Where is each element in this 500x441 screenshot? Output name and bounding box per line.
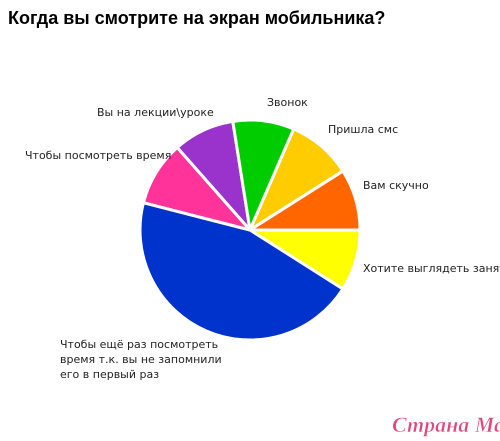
- slice-label-line: Чтобы ещё раз посмотреть: [60, 338, 218, 351]
- slice-label-line: его в первый раз: [60, 368, 159, 381]
- slice-label: Хотите выглядеть занятым: [363, 262, 500, 275]
- chart-title: Когда вы смотрите на экран мобильника?: [8, 8, 385, 28]
- pie-slice: [138, 201, 345, 342]
- slice-label: Чтобы посмотреть время: [25, 149, 171, 162]
- slice-label: Звонок: [267, 96, 308, 109]
- slice-label: Вы на лекции\уроке: [97, 106, 214, 119]
- slice-label-line: время т.к. вы не запомнили: [60, 353, 222, 366]
- slice-label: Пришла смс: [328, 123, 398, 136]
- slice-label: Чтобы ещё раз посмотреть время т.к. вы не…: [60, 338, 222, 381]
- watermark: Страна Мам: [392, 412, 500, 437]
- slice-label: Вам скучно: [363, 179, 429, 192]
- pie-slice: [248, 169, 362, 232]
